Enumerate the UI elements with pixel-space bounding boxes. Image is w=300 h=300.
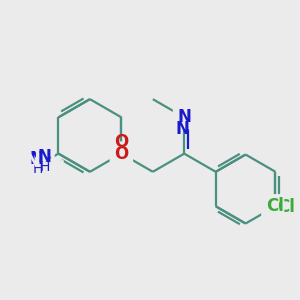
Text: NH₂: NH₂ xyxy=(24,152,65,171)
Text: H: H xyxy=(33,162,43,176)
Text: N: N xyxy=(29,150,43,168)
Text: Cl: Cl xyxy=(277,198,295,216)
Text: Cl: Cl xyxy=(266,197,284,215)
Text: Cl: Cl xyxy=(265,197,286,216)
Text: H: H xyxy=(40,160,50,174)
Text: N: N xyxy=(38,148,52,166)
Text: N: N xyxy=(177,108,191,126)
Text: O: O xyxy=(112,144,131,164)
Text: N: N xyxy=(175,107,194,127)
Text: N: N xyxy=(176,120,190,138)
Text: O: O xyxy=(114,145,128,163)
Text: O: O xyxy=(114,133,128,151)
Text: Cl: Cl xyxy=(263,196,287,216)
